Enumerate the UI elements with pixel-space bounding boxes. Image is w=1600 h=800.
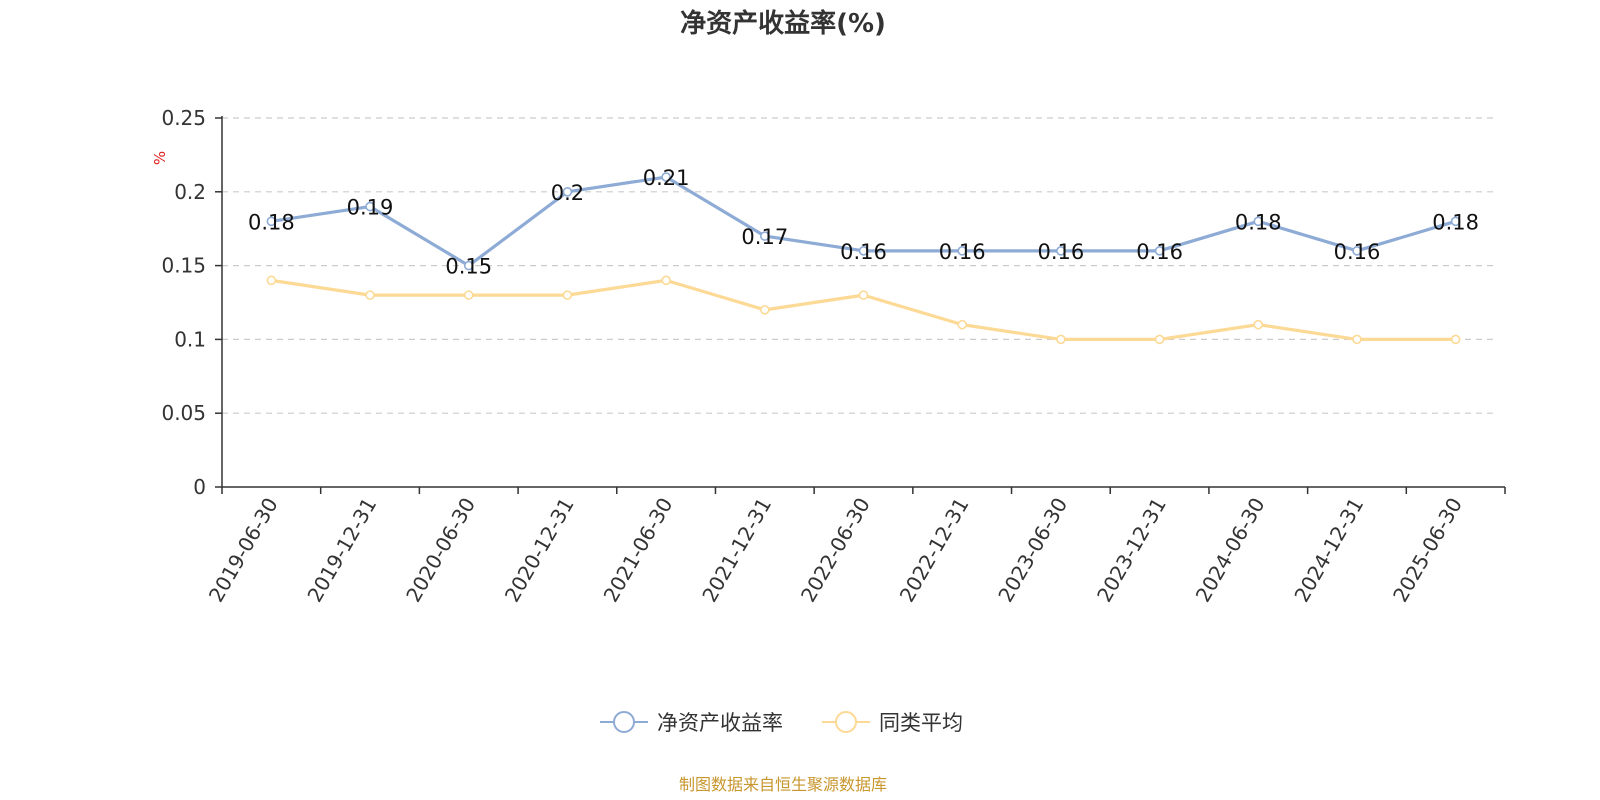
legend-marker: [613, 711, 635, 733]
x-tick-label: 2022-12-31: [895, 494, 974, 607]
data-point[interactable]: [661, 275, 671, 286]
data-point[interactable]: [1450, 216, 1461, 227]
y-tick-label: 0.1: [174, 327, 206, 351]
x-tick-label: 2023-12-31: [1092, 494, 1171, 607]
data-point[interactable]: [957, 246, 967, 256]
data-label: 0.21: [643, 166, 690, 190]
y-axis: 0 0.05 0.1 0.15 0.2 0.25: [161, 106, 223, 499]
grid-lines: [222, 117, 1498, 414]
data-point[interactable]: [562, 187, 573, 197]
data-point[interactable]: [858, 246, 869, 256]
data-label: 0.2: [551, 181, 584, 205]
data-label: 0.17: [741, 225, 788, 249]
legend-label: 同类平均: [879, 711, 963, 735]
y-tick-label: 0.25: [161, 106, 206, 130]
data-label: 0.16: [1038, 240, 1085, 264]
x-tick-label: 2021-12-31: [697, 494, 776, 607]
legend[interactable]: 净资产收益率 同类平均: [600, 711, 963, 735]
data-point[interactable]: [463, 260, 474, 271]
x-tick-label: 2019-06-30: [204, 494, 283, 607]
series-group: 0.18 0.19 0.15 0.2 0.21 0.17 0.16 0.16 0.16 0.16 0…: [248, 166, 1479, 345]
y-tick-label: 0.15: [161, 254, 206, 278]
data-point[interactable]: [1253, 319, 1264, 330]
data-point[interactable]: [957, 319, 967, 330]
data-point[interactable]: [1056, 334, 1066, 345]
legend-marker: [835, 711, 857, 733]
data-label: 0.19: [347, 196, 394, 220]
chart-title: 净资产收益率(%): [680, 8, 886, 39]
data-point[interactable]: [1450, 334, 1461, 345]
data-point[interactable]: [1154, 246, 1165, 256]
y-tick-label: 0: [193, 475, 206, 499]
data-point[interactable]: [1056, 246, 1066, 256]
x-tick-label: 2020-12-31: [500, 494, 579, 607]
data-point[interactable]: [858, 290, 869, 300]
series-1: 0.18 0.19 0.15 0.2 0.21 0.17 0.16 0.16 0.16 0.16 0…: [248, 166, 1479, 279]
data-point[interactable]: [1352, 334, 1362, 345]
x-tick-label: 2021-06-30: [599, 494, 678, 607]
data-point[interactable]: [760, 305, 770, 315]
data-point[interactable]: [365, 201, 375, 212]
x-axis: 2019-06-30 2019-12-31 2020-06-30 2020-12-31…: [204, 486, 1506, 607]
series-2: [266, 275, 1461, 345]
data-point[interactable]: [1154, 334, 1165, 345]
x-tick-label: 2025-06-30: [1388, 494, 1467, 607]
y-tick-label: 0.05: [161, 401, 206, 425]
data-point[interactable]: [1253, 216, 1264, 227]
data-point[interactable]: [365, 290, 375, 300]
x-tick-label: 2022-06-30: [796, 494, 875, 607]
x-tick-label: 2024-06-30: [1191, 494, 1270, 607]
data-label: 0.16: [840, 240, 887, 264]
y-tick-label: 0.2: [174, 180, 206, 204]
y-axis-unit: %: [151, 151, 169, 165]
data-point[interactable]: [266, 216, 277, 227]
data-label: 0.16: [1136, 240, 1183, 264]
x-tick-label: 2024-12-31: [1289, 494, 1368, 607]
data-point[interactable]: [1352, 246, 1362, 256]
legend-item-2[interactable]: 同类平均: [822, 711, 963, 735]
series-line: [271, 278, 1456, 341]
data-label: 0.18: [1432, 210, 1479, 234]
data-label: 0.16: [1334, 240, 1381, 264]
data-label: 0.16: [939, 240, 986, 264]
data-source-note: 制图数据来自恒生聚源数据库: [679, 775, 887, 794]
x-tick-label: 2020-06-30: [401, 494, 480, 607]
data-label: 0.18: [1235, 210, 1282, 234]
data-point[interactable]: [562, 290, 573, 300]
data-point[interactable]: [266, 275, 277, 286]
data-point[interactable]: [463, 290, 474, 300]
x-tick-label: 2019-12-31: [302, 494, 381, 607]
x-tick-label: 2023-06-30: [993, 494, 1072, 607]
data-label: 0.18: [248, 210, 295, 234]
legend-label: 净资产收益率: [657, 711, 783, 735]
legend-item-1[interactable]: 净资产收益率: [600, 711, 783, 735]
data-point[interactable]: [661, 172, 671, 182]
data-point[interactable]: [760, 231, 770, 241]
data-label: 0.15: [445, 255, 492, 279]
